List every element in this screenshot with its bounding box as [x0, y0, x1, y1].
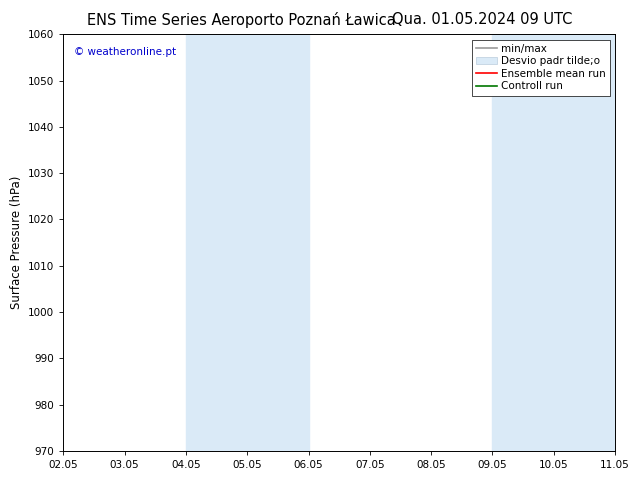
Bar	[493, 34, 615, 451]
Text: Qua. 01.05.2024 09 UTC: Qua. 01.05.2024 09 UTC	[392, 12, 572, 27]
Legend: min/max, Desvio padr tilde;o, Ensemble mean run, Controll run: min/max, Desvio padr tilde;o, Ensemble m…	[472, 40, 610, 96]
Text: ENS Time Series Aeroporto Poznań Ławica: ENS Time Series Aeroporto Poznań Ławica	[87, 12, 395, 28]
Y-axis label: Surface Pressure (hPa): Surface Pressure (hPa)	[10, 176, 23, 309]
Text: © weatheronline.pt: © weatheronline.pt	[74, 47, 176, 57]
Bar	[186, 34, 309, 451]
